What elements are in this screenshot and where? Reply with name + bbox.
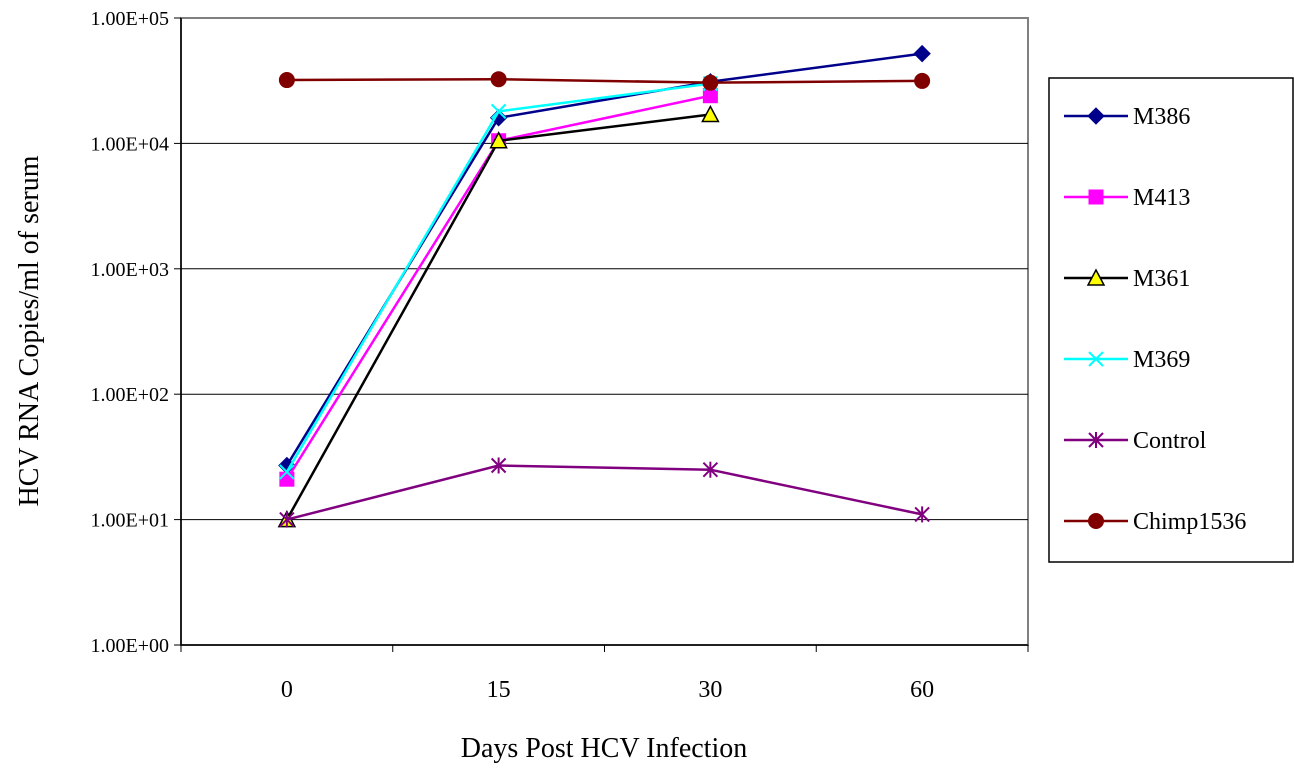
series-group	[277, 44, 931, 528]
data-point	[914, 506, 930, 523]
y-tick-label: 1.00E+00	[91, 635, 170, 657]
data-point	[702, 88, 718, 104]
legend-marker	[1088, 432, 1104, 448]
data-point	[490, 457, 507, 474]
legend-marker	[1087, 107, 1105, 125]
marker-stroke	[279, 464, 295, 480]
legend-item-m386: M386	[1064, 104, 1190, 130]
legend-label: M386	[1133, 104, 1190, 130]
data-point	[702, 74, 719, 91]
series-line	[286, 77, 923, 84]
x-tick-label: 60	[910, 677, 934, 703]
legend-label: Chimp1536	[1133, 509, 1246, 535]
legend-item-m369: M369	[1064, 347, 1190, 373]
data-point	[913, 44, 931, 63]
legend-label: Control	[1133, 428, 1207, 454]
data-point	[489, 109, 508, 127]
series-line	[286, 464, 923, 521]
data-point	[279, 464, 295, 480]
y-axis-title: HCV RNA Copies/ml of serum	[14, 155, 45, 506]
y-axis: 1.00E+00 1.00E+01 1.00E+02 1.00E+03 1.00E+04…	[91, 8, 182, 657]
legend-marker	[1086, 268, 1106, 286]
legend-marker	[1088, 513, 1104, 529]
legend-label: M413	[1133, 185, 1190, 211]
legend-marker	[1088, 351, 1104, 367]
y-tick-label: 1.00E+03	[91, 259, 170, 281]
legend-item-m361: M361	[1064, 266, 1190, 292]
y-tick-label: 1.00E+01	[91, 510, 170, 532]
legend: M386 M413 M361 M369 Control Chimp1536	[1064, 104, 1246, 535]
series-chimp1536	[278, 71, 931, 91]
y-tick-label: 1.00E+05	[91, 8, 170, 30]
data-point	[701, 104, 720, 123]
grid-lines	[181, 142, 1028, 521]
data-point	[279, 471, 295, 487]
legend-item-chimp1536: Chimp1536	[1064, 509, 1246, 535]
y-tick-label: 1.00E+04	[91, 133, 170, 155]
legend-item-m413: M413	[1064, 185, 1190, 211]
y-tick-label: 1.00E+02	[91, 384, 170, 406]
data-point	[278, 72, 295, 89]
x-tick-label: 15	[487, 677, 511, 703]
legend-item-control: Control	[1064, 428, 1207, 454]
marker-stroke	[1088, 351, 1104, 367]
data-point	[490, 71, 507, 88]
data-point	[914, 72, 931, 89]
x-axis: 0 15 30 60	[180, 644, 1029, 703]
data-point	[279, 511, 295, 528]
x-axis-title: Days Post HCV Infection	[461, 733, 747, 764]
plot-area	[180, 17, 1029, 646]
data-point	[490, 103, 507, 120]
x-tick-label: 30	[698, 677, 722, 703]
data-point	[702, 461, 719, 478]
legend-label: M361	[1133, 266, 1190, 292]
data-point	[489, 131, 508, 149]
series-control	[279, 457, 930, 528]
legend-box	[1048, 77, 1294, 563]
legend-label: M369	[1133, 347, 1190, 373]
marker-stroke	[490, 103, 507, 120]
x-tick-label: 0	[281, 677, 293, 703]
legend-marker	[1088, 189, 1104, 205]
